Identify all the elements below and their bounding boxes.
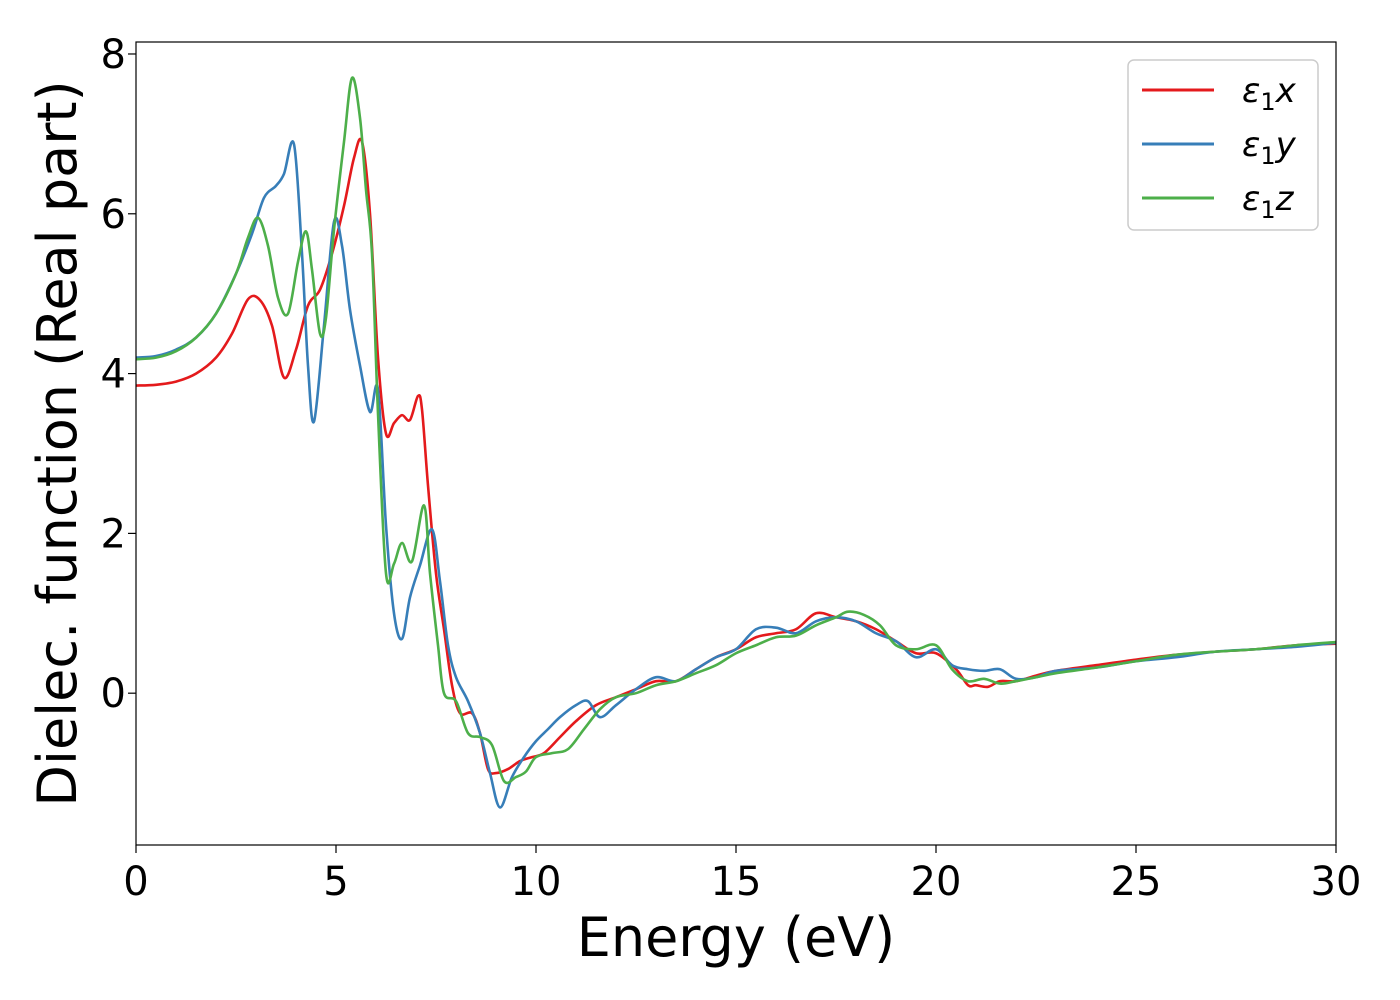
- x-tick-label: 20: [911, 859, 962, 905]
- x-tick-label: 5: [323, 859, 348, 905]
- x-tick-label: 15: [711, 859, 762, 905]
- legend-label-sub: 1: [1260, 142, 1275, 170]
- y-tick-label: 0: [101, 671, 126, 717]
- y-axis-label: Dielec. function (Real part): [26, 80, 89, 806]
- y-axis-ticks: 0 2 4 6 8: [101, 32, 136, 717]
- legend-label-sub: 1: [1260, 196, 1275, 224]
- legend-label-main: ε: [1242, 179, 1260, 219]
- legend-label-y: ε1y: [1242, 125, 1297, 170]
- x-axis-label: Energy (eV): [577, 906, 896, 969]
- legend-label-x: ε1x: [1242, 71, 1297, 116]
- y-tick-label: 8: [101, 32, 126, 78]
- legend-label-tail: y: [1275, 125, 1297, 165]
- x-tick-label: 30: [1311, 859, 1362, 905]
- legend-label-main: ε: [1242, 125, 1260, 165]
- series-line-z: [136, 76, 1336, 785]
- y-tick-label: 6: [101, 192, 126, 238]
- x-tick-label: 0: [123, 859, 148, 905]
- legend-label-main: ε: [1242, 71, 1260, 111]
- x-axis-ticks: 0 5 10 15 20 25 30: [123, 845, 1361, 905]
- y-tick-label: 2: [101, 511, 126, 557]
- legend-label-sub: 1: [1260, 88, 1275, 116]
- y-tick-label: 4: [101, 352, 126, 398]
- legend-label-tail: z: [1275, 179, 1295, 219]
- x-tick-label: 10: [511, 859, 562, 905]
- x-tick-label: 25: [1111, 859, 1162, 905]
- series-layer: [136, 76, 1336, 809]
- series-line-y: [136, 140, 1336, 809]
- legend-box: [1127, 59, 1319, 231]
- series-line-x: [136, 137, 1336, 775]
- legend-label-tail: x: [1275, 71, 1297, 111]
- legend-label-z: ε1z: [1242, 179, 1295, 224]
